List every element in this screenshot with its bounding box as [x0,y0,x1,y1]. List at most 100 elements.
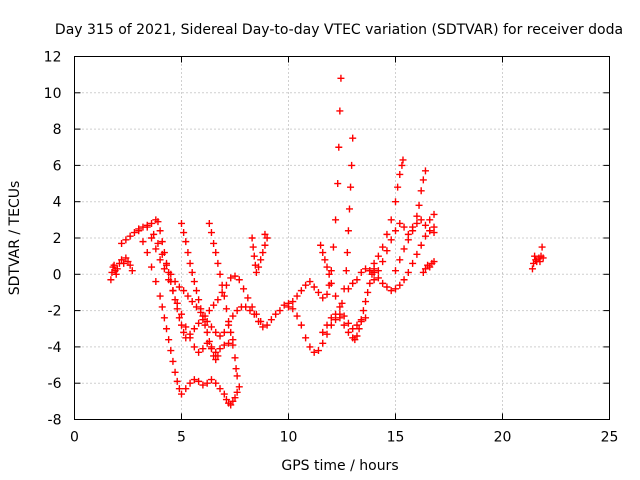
data-point-marker [347,183,355,191]
data-point-marker [370,276,378,284]
data-point-marker [426,216,434,224]
y-axis-title: SDTVAR / TECUs [7,181,23,296]
data-point-marker [231,272,239,280]
data-point-marker [257,317,265,325]
data-point-marker [370,259,378,267]
data-point-marker [225,339,233,347]
data-point-marker [220,341,228,349]
data-point-marker [392,227,399,235]
data-point-marker [337,74,345,82]
data-point-marker [430,210,438,218]
data-point-marker [148,263,156,271]
data-point-marker [175,385,183,393]
data-point-marker [246,307,254,315]
y-tick-label: 12 [44,50,62,66]
data-series [317,241,370,333]
data-point-marker [126,232,134,240]
data-point-marker [323,290,331,298]
data-point-marker [374,274,382,282]
data-point-marker [336,107,344,115]
data-point-marker [323,321,331,329]
data-point-marker [210,239,218,247]
data-point-marker [417,216,425,224]
data-point-marker [128,267,136,275]
data-series [178,219,222,364]
data-point-marker [244,294,252,302]
data-point-marker [242,303,250,311]
data-point-marker [349,279,357,287]
data-point-marker [261,241,269,249]
data-point-marker [216,332,224,340]
data-point-marker [421,221,429,229]
y-tick-label: -8 [48,413,62,429]
data-point-marker [263,321,271,329]
data-point-marker [289,305,297,313]
data-point-marker [178,390,185,398]
data-point-marker [218,288,226,296]
data-point-marker [207,323,215,331]
data-point-marker [248,303,256,311]
data-point-marker [255,263,263,271]
data-point-marker [366,279,374,287]
data-point-marker [404,268,412,276]
data-point-marker [139,238,147,246]
y-tick-label: 6 [53,158,62,174]
data-series [205,219,241,380]
data-series [366,156,407,275]
data-point-marker [370,268,378,276]
data-point-marker [167,347,175,355]
data-point-marker [357,268,365,276]
data-point-marker [192,303,200,311]
x-tick-label: 5 [177,430,186,446]
data-point-marker [113,265,121,273]
data-point-marker [538,243,546,251]
data-point-marker [404,236,412,244]
data-series [248,230,271,276]
data-point-marker [197,305,205,313]
data-point-marker [205,219,213,227]
data-point-marker [310,348,318,356]
data-point-marker [143,223,151,231]
data-point-marker [107,276,115,284]
data-point-marker [319,249,327,257]
data-point-marker [353,321,361,329]
data-point-marker [293,312,301,320]
data-point-marker [394,183,402,191]
data-point-marker [250,252,258,260]
data-point-marker [387,236,395,244]
data-point-marker [340,321,348,329]
x-axis-tick-labels: 0 5 10 15 20 25 [70,430,618,446]
data-point-marker [349,134,357,142]
data-point-marker [232,365,240,373]
data-point-marker [306,278,314,286]
data-point-marker [332,216,340,224]
data-point-marker [252,310,260,318]
data-point-marker [392,198,399,206]
data-series [336,134,357,318]
data-point-marker [184,292,192,300]
data-point-marker [227,274,235,282]
data-point-marker [340,312,348,320]
data-series [107,254,136,284]
data-point-marker [190,325,198,333]
data-point-marker [207,345,215,353]
data-point-marker [199,345,207,353]
data-point-marker [327,314,335,322]
y-tick-label: -4 [48,340,62,356]
data-point-marker [214,259,222,267]
data-point-marker [216,385,224,393]
data-point-marker [413,250,421,258]
data-point-marker [344,328,352,336]
data-series [528,243,547,273]
data-point-marker [112,270,120,278]
data-point-marker [417,241,425,249]
x-tick-label: 0 [70,430,79,446]
data-point-marker [118,239,126,247]
data-point-marker [319,328,327,336]
y-tick-label: 10 [44,86,62,102]
data-point-marker [173,377,181,385]
data-series [285,74,345,311]
data-point-marker [154,239,162,247]
data-point-marker [158,303,166,311]
